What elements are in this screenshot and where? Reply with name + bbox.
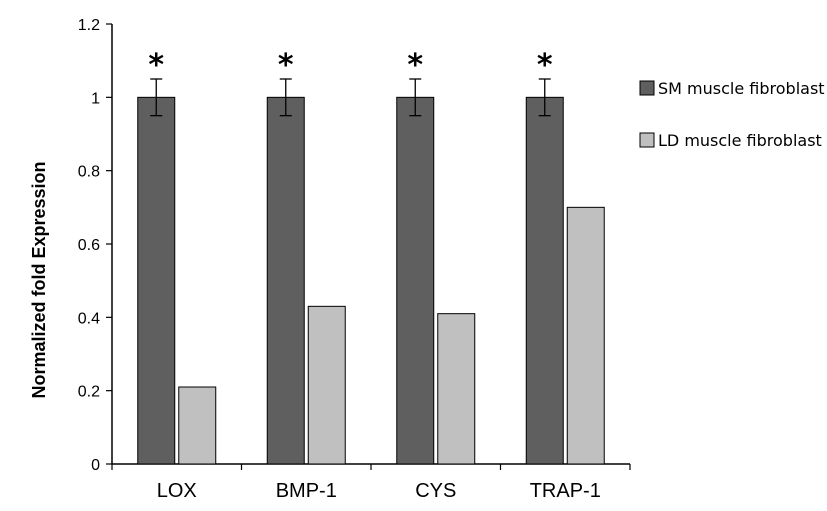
bar-ld-trap-1	[566, 206, 605, 465]
x-tick-label: CYS	[415, 480, 456, 502]
x-tick-label: LOX	[157, 480, 197, 502]
y-tick-label: 0.8	[78, 164, 100, 181]
bar-ld-cys	[437, 313, 476, 465]
x-tick-label: BMP-1	[276, 480, 337, 502]
y-tick-label: 1.2	[78, 17, 100, 34]
significance-marker: *	[148, 48, 164, 83]
bar-sm-cys	[396, 96, 435, 465]
y-tick-label: 0.2	[78, 384, 100, 401]
legend-swatch-sm	[639, 80, 655, 96]
y-axis-label: Normalized fold Expression	[29, 161, 49, 398]
legend-swatch-ld	[639, 132, 655, 148]
y-tick-label: 1	[91, 90, 100, 107]
y-tick-label: 0.6	[78, 237, 100, 254]
bar-sm-trap-1	[525, 96, 564, 465]
significance-marker: *	[278, 48, 294, 83]
legend-label-ld: LD muscle fibroblast	[658, 131, 822, 150]
x-tick-label: TRAP-1	[530, 480, 601, 502]
bars-group: * * * *	[137, 48, 605, 465]
bar-sm-lox	[137, 96, 176, 465]
legend-label-sm: SM muscle fibroblast	[658, 79, 825, 98]
significance-marker: *	[407, 48, 423, 83]
bar-ld-lox	[178, 386, 217, 465]
legend: SM muscle fibroblast LD muscle fibroblast	[639, 79, 825, 150]
bar-ld-bmp-1	[307, 305, 346, 465]
significance-marker: *	[537, 48, 553, 83]
bar-sm-bmp-1	[266, 96, 305, 465]
axes: 0 0.2 0.4 0.6 0.8 1 1.2 LOX BMP-1 CYS TRAP-1	[78, 17, 631, 502]
y-tick-label: 0.4	[78, 310, 100, 327]
y-tick-label: 0	[91, 457, 100, 474]
